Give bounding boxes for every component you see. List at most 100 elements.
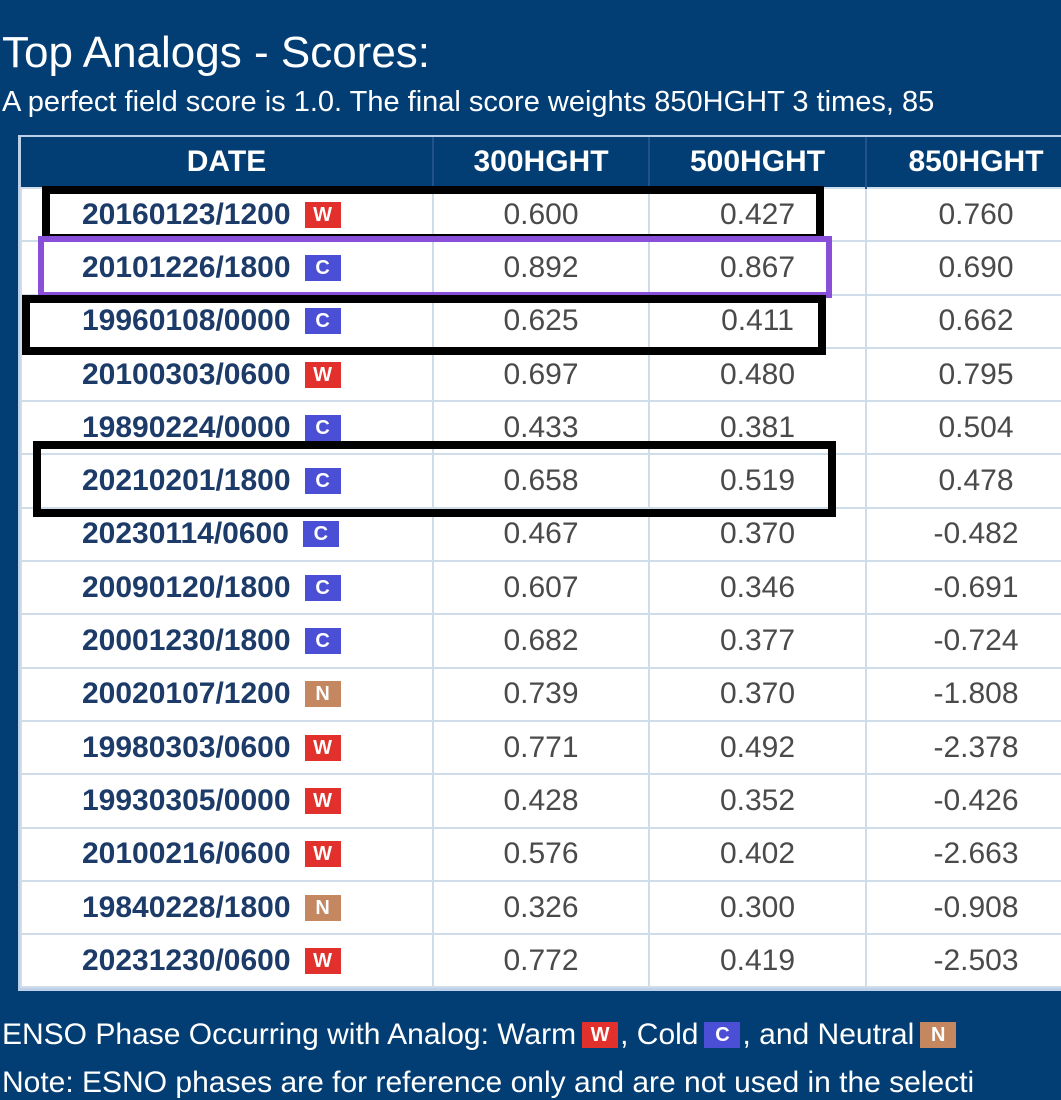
date-cell: 20001230/1800 C	[20, 613, 434, 669]
enso-badge: W	[304, 787, 341, 814]
date: 19840228/1800	[82, 890, 291, 924]
legend-text: , Cold	[620, 1018, 699, 1051]
table-row: 20020107/1200 N 0.739 0.370 -1.808	[20, 666, 1061, 722]
date-cell: 20100303/0600 W	[20, 346, 434, 403]
score-cell: -0.691	[865, 560, 1061, 616]
score-cell: 0.492	[648, 719, 867, 776]
enso-badge: W	[304, 361, 341, 388]
score-cell: 0.607	[432, 560, 650, 616]
highlight-box	[33, 441, 836, 517]
score-cell: 0.480	[648, 346, 867, 403]
enso-badge: W	[304, 734, 341, 761]
table-row: 19840228/1800 N 0.326 0.300 -0.908	[20, 879, 1061, 936]
date-cell: 20210201/1800 C	[20, 453, 434, 509]
date: 19930305/0000	[82, 783, 291, 817]
date: 19960108/0000	[82, 304, 291, 338]
score-cell: 0.795	[865, 346, 1061, 403]
date-cell: 20090120/1800 C	[20, 560, 434, 616]
table-row: 20090120/1800 C 0.607 0.346 -0.691	[20, 560, 1061, 616]
date: 20101226/1800	[82, 250, 291, 284]
enso-badge: C	[304, 628, 341, 655]
score-cell: -0.908	[865, 879, 1061, 936]
enso-badge: C	[304, 574, 341, 601]
date: 20090120/1800	[82, 570, 291, 604]
score-cell: 0.300	[648, 879, 867, 936]
enso-badge: C	[304, 308, 341, 335]
score-cell: -0.482	[865, 506, 1061, 563]
score-cell: 0.427	[648, 186, 867, 243]
legend: ENSO Phase Occurring with Analog: Warm W,…	[2, 1018, 958, 1052]
column-header: 300HGHT	[433, 137, 650, 188]
score-cell: -2.503	[865, 933, 1061, 989]
date: 20001230/1800	[82, 624, 291, 658]
date-cell: 20020107/1200 N	[20, 666, 434, 722]
score-cell: 0.478	[865, 453, 1061, 509]
enso-badge: N	[304, 681, 341, 708]
score-cell: 0.576	[432, 826, 650, 882]
score-cell: 0.682	[432, 613, 650, 669]
highlight-box	[22, 295, 826, 355]
score-cell: 0.346	[648, 560, 867, 616]
score-cell: 0.771	[432, 719, 650, 776]
column-header: 850HGHT	[866, 137, 1061, 188]
score-cell: 0.760	[865, 186, 1061, 243]
table-row: 20101226/1800 C 0.892 0.867 0.690	[20, 240, 1061, 296]
table-row: 20100303/0600 W 0.697 0.480 0.795	[20, 346, 1061, 403]
legend-text: , and Neutral	[742, 1018, 915, 1051]
score-cell: 0.600	[432, 186, 650, 243]
date: 19980303/0600	[82, 730, 291, 764]
legend-badge: W	[582, 1022, 619, 1048]
legend-badge: N	[920, 1022, 957, 1048]
date-cell: 19930305/0000 W	[20, 773, 434, 829]
legend-badge: C	[704, 1022, 741, 1048]
column-header: DATE	[21, 137, 434, 188]
score-cell: 0.402	[648, 826, 867, 882]
table-row: 19980303/0600 W 0.771 0.492 -2.378	[20, 719, 1061, 776]
enso-badge: C	[304, 468, 341, 495]
enso-badge: W	[304, 947, 341, 974]
score-cell: -0.426	[865, 773, 1061, 829]
score-cell: 0.690	[865, 240, 1061, 296]
score-cell: 0.504	[865, 400, 1061, 456]
date: 20210201/1800	[82, 464, 291, 498]
score-cell: -2.378	[865, 719, 1061, 776]
date: 19890224/0000	[82, 410, 291, 444]
date: 20100303/0600	[82, 357, 291, 391]
score-cell: -1.808	[865, 666, 1061, 722]
score-cell: 0.662	[865, 293, 1061, 349]
date: 20230114/0600	[82, 517, 289, 551]
enso-badge: W	[304, 201, 341, 228]
score-cell: -0.724	[865, 613, 1061, 669]
enso-badge: C	[302, 521, 339, 548]
date-cell: 20100216/0600 W	[20, 826, 434, 882]
score-cell: 0.326	[432, 879, 650, 936]
score-cell: 0.697	[432, 346, 650, 403]
date-cell: 20160123/1200 W	[20, 186, 434, 243]
date-cell: 19840228/1800 N	[20, 879, 434, 936]
note: Note: ESNO phases are for reference only…	[2, 1066, 975, 1099]
score-cell: 0.352	[648, 773, 867, 829]
table-row: 20100216/0600 W 0.576 0.402 -2.663	[20, 826, 1061, 882]
score-cell: -2.663	[865, 826, 1061, 882]
score-cell: 0.739	[432, 666, 650, 722]
date-cell: 20231230/0600 W	[20, 933, 434, 989]
enso-badge: C	[304, 414, 341, 441]
enso-badge: C	[304, 254, 341, 281]
enso-badge: N	[304, 894, 341, 921]
highlight-box	[38, 236, 832, 298]
score-cell: 0.428	[432, 773, 650, 829]
date: 20020107/1200	[82, 677, 291, 711]
legend-text: ENSO Phase Occurring with Analog: Warm	[2, 1018, 577, 1051]
score-cell: 0.658	[432, 453, 650, 509]
date-cell: 20101226/1800 C	[20, 240, 434, 296]
date: 20231230/0600	[82, 943, 291, 977]
table-row: 20001230/1800 C 0.682 0.377 -0.724	[20, 613, 1061, 669]
enso-badge: W	[304, 841, 341, 868]
table-row: 20160123/1200 W 0.600 0.427 0.760	[20, 186, 1061, 243]
date-cell: 19980303/0600 W	[20, 719, 434, 776]
score-cell: 0.377	[648, 613, 867, 669]
header-row: DATE 300HGHT 500HGHT 850HGHT	[21, 137, 1061, 188]
score-cell: 0.772	[432, 933, 650, 989]
date: 20160123/1200	[82, 197, 291, 231]
